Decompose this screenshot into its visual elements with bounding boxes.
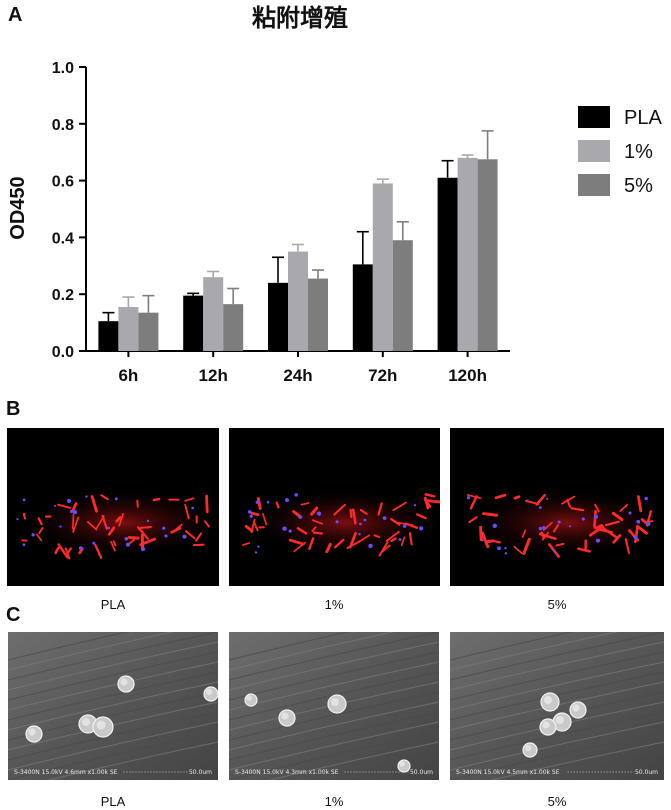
sem-scale-text: 50.0um (410, 769, 433, 776)
legend-label: 1% (624, 141, 653, 163)
bar-chart: 粘附增殖 OD450 0.0 0.2 0.4 0.6 0.8 1.0 6h 12h 24h 72h… (7, 4, 662, 385)
bar (372, 183, 393, 351)
fluorescence-caption-pla: PLA (100, 597, 126, 612)
fluorescence-image-5pct (450, 428, 664, 586)
bar (437, 177, 458, 351)
sem-micrograph: S-3400N 15.0kV 4.3mm x1.00k SE 50.0um (229, 632, 439, 780)
y-axis-label: OD450 (7, 176, 29, 239)
fluorescence-image-pla (7, 428, 219, 586)
sem-micrograph: S-3400N 15.0kV 4.6mm x1.00k SE 50.0um (8, 632, 218, 780)
fluorescence-micrograph (7, 428, 219, 586)
sem-caption-pla: PLA (100, 794, 126, 809)
sem-image-1pct: S-3400N 15.0kV 4.3mm x1.00k SE 50.0um (229, 632, 439, 780)
x-tick-label: 6h (118, 366, 138, 385)
fluorescence-caption-1pct: 1% (324, 597, 344, 612)
sem-caption-5pct: 5% (547, 794, 567, 809)
y-tick-label: 0.2 (52, 287, 74, 304)
legend-label: PLA (624, 107, 662, 129)
sem-image-pla: S-3400N 15.0kV 4.6mm x1.00k SE 50.0um (8, 632, 218, 780)
fluorescence-micrograph (229, 428, 440, 586)
bar (477, 159, 498, 351)
legend-swatch (578, 174, 610, 196)
bar (138, 312, 159, 351)
bar (268, 282, 288, 351)
x-tick-label: 12h (199, 366, 228, 385)
bar (392, 240, 413, 351)
x-tick-label: 120h (448, 366, 487, 385)
panel-label-c: C (6, 604, 21, 626)
bar (457, 157, 478, 351)
bar (118, 306, 139, 351)
chart-title: 粘附增殖 (252, 4, 348, 32)
y-tick-label: 0.0 (52, 344, 74, 361)
sem-scale-text: 50.0um (635, 769, 658, 776)
bar (223, 304, 244, 351)
bar (308, 278, 328, 351)
bar (203, 277, 224, 351)
x-tick-label: 24h (283, 366, 312, 385)
bar (352, 264, 373, 351)
panel-label-a: A (8, 4, 23, 26)
sem-caption-1pct: 1% (324, 794, 344, 809)
y-tick-label: 1.0 (52, 60, 74, 77)
legend-swatch (578, 106, 610, 128)
y-tick-label: 0.8 (52, 117, 74, 134)
y-tick-label: 0.4 (52, 230, 74, 247)
bar (183, 295, 204, 351)
fluorescence-micrograph (450, 428, 664, 586)
legend-swatch (578, 140, 610, 162)
fluorescence-image-1pct (229, 428, 440, 586)
sem-info-text: S-3400N 15.0kV 4.6mm x1.00k SE (14, 769, 118, 776)
panel-label-b: B (6, 398, 21, 420)
sem-scale-text: 50.0um (189, 769, 212, 776)
sem-info-text: S-3400N 15.0kV 4.3mm x1.00k SE (235, 769, 339, 776)
sem-image-5pct: S-3400N 15.0kV 4.5mm x1.00k SE 50.0um (450, 632, 664, 780)
x-tick-label: 72h (368, 366, 397, 385)
sem-micrograph: S-3400N 15.0kV 4.5mm x1.00k SE 50.0um (450, 632, 664, 780)
y-tick-label: 0.6 (52, 174, 74, 191)
sem-info-text: S-3400N 15.0kV 4.5mm x1.00k SE (456, 769, 560, 776)
fluorescence-caption-5pct: 5% (547, 597, 567, 612)
bar (288, 251, 308, 351)
bar (98, 321, 119, 351)
legend-label: 5% (624, 175, 653, 197)
